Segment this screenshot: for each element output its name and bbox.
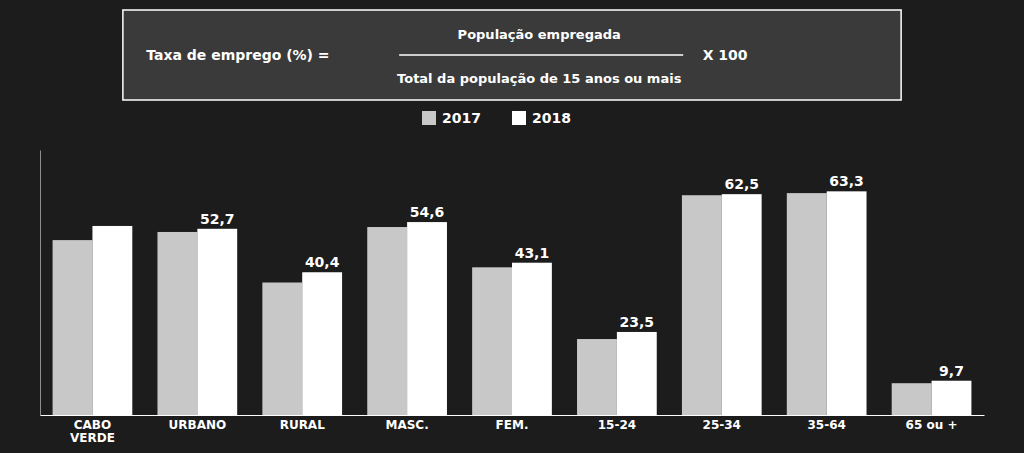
- bar: [722, 194, 762, 415]
- legend-swatch: [512, 111, 526, 125]
- data-label: 62,5: [724, 176, 759, 192]
- fraction-line: [399, 54, 683, 56]
- bar: [512, 263, 552, 415]
- bar: [682, 195, 722, 415]
- x-tick-label: 35-64: [807, 418, 845, 432]
- x-tick-label: CABOVERDE: [70, 418, 115, 445]
- x-tick: CABOVERDE: [70, 418, 115, 445]
- y-axis-line: [40, 151, 41, 416]
- bar: [53, 240, 93, 415]
- x-tick-label: 25-34: [703, 418, 741, 432]
- data-label: 54,6: [410, 204, 445, 220]
- bar: [827, 191, 867, 415]
- data-label: 23,5: [620, 314, 655, 330]
- y-axis: [40, 151, 41, 416]
- x-axis: CABOVERDE URBANO RURAL MASC. FEM. 15-24 25-34 3…: [41, 416, 985, 446]
- x-tick: URBANO: [168, 418, 226, 432]
- background: [0, 0, 1024, 453]
- legend-label: 2017: [442, 110, 481, 126]
- x-tick: MASC.: [385, 418, 428, 432]
- formula-frame: [123, 10, 901, 100]
- bar: [262, 283, 302, 416]
- x-tick-label: MASC.: [385, 418, 428, 432]
- x-tick-label: 15-24: [598, 418, 636, 432]
- bar: [892, 383, 932, 415]
- x-tick: 15-24: [598, 418, 636, 432]
- x-tick-label: FEM.: [496, 418, 529, 432]
- bar: [367, 227, 407, 415]
- legend-label: 2018: [532, 110, 571, 126]
- x-tick: RURAL: [280, 418, 326, 432]
- x-tick: 25-34: [703, 418, 741, 432]
- plot: 52,7 40,4 54,6 43,1 23,5 62,5 63,3 9,7 CABOVERDE…: [41, 151, 985, 446]
- bar: [577, 339, 617, 415]
- x-tick-label: URBANO: [168, 418, 226, 432]
- data-labels: 52,7 40,4 54,6 43,1 23,5 62,5 63,3 9,7: [200, 173, 964, 378]
- data-label: 9,7: [939, 363, 964, 379]
- bar-series: [92, 191, 971, 415]
- legend-item: 2017: [422, 110, 481, 126]
- data-label: 40,4: [305, 254, 340, 270]
- x-tick-label: RURAL: [280, 418, 326, 432]
- bar: [617, 332, 657, 415]
- formula-text: Total da população de 15 anos ou mais: [397, 71, 682, 86]
- x-tick: 35-64: [807, 418, 845, 432]
- bar: [92, 226, 132, 415]
- bar: [407, 222, 447, 415]
- data-label: 63,3: [829, 173, 864, 189]
- x-axis-line: [41, 415, 985, 416]
- bar: [302, 272, 342, 415]
- chart-svg: Taxa de emprego (%) = População empregad…: [0, 0, 1024, 453]
- legend: 2017 2018: [422, 110, 571, 126]
- bar: [787, 193, 827, 415]
- data-label: 52,7: [200, 211, 235, 227]
- x-tick: FEM.: [496, 418, 529, 432]
- legend-swatch: [422, 111, 436, 125]
- bar-series: [53, 193, 932, 415]
- formula-box: Taxa de emprego (%) = População empregad…: [123, 10, 901, 100]
- bar: [157, 232, 197, 415]
- bar: [472, 267, 512, 415]
- x-tick-label: 65 ou +: [906, 418, 958, 432]
- formula-text: X 100: [703, 47, 748, 63]
- formula-text: Taxa de emprego (%) =: [146, 47, 334, 63]
- data-label: 43,1: [515, 245, 550, 261]
- formula-text: População empregada: [458, 27, 621, 42]
- bar: [932, 381, 972, 415]
- x-tick: 65 ou +: [906, 418, 958, 432]
- legend-item: 2018: [512, 110, 571, 126]
- bar: [197, 229, 237, 415]
- bars: [53, 191, 972, 415]
